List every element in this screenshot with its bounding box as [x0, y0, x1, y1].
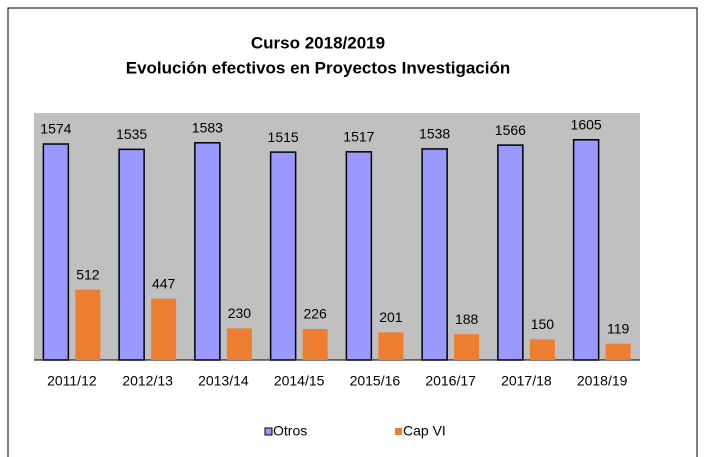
- x-tick-label: 2017/18: [501, 373, 552, 389]
- data-label: 1535: [116, 126, 147, 142]
- data-label: 119: [607, 320, 630, 336]
- legend-label: Cap VI: [403, 423, 446, 439]
- data-label: 226: [303, 306, 327, 322]
- bar: [194, 142, 221, 361]
- data-label: 230: [228, 305, 252, 321]
- bar: [345, 151, 373, 361]
- x-tick-label: 2015/16: [350, 373, 401, 389]
- bar: [302, 328, 328, 360]
- data-label: 512: [76, 266, 100, 282]
- bar: [226, 328, 252, 360]
- bar: [454, 334, 480, 360]
- bar: [421, 148, 448, 361]
- bar: [497, 144, 524, 361]
- bar: [269, 151, 297, 361]
- data-label: 1515: [268, 129, 299, 145]
- data-label: 1517: [343, 129, 374, 145]
- data-label: 150: [531, 316, 555, 332]
- legend-swatch: [264, 427, 273, 436]
- data-label: 447: [152, 275, 176, 291]
- bar: [378, 332, 404, 360]
- x-tick-label: 2011/12: [47, 373, 97, 389]
- x-tick-label: 2014/15: [274, 373, 325, 389]
- chart-title: Curso 2018/2019: [251, 33, 385, 52]
- bar: [75, 289, 101, 360]
- data-label: 1583: [192, 119, 223, 135]
- data-label: 1574: [40, 121, 71, 137]
- data-label: 1566: [495, 122, 526, 138]
- x-tick-label: 2012/13: [122, 373, 173, 389]
- data-label: 201: [379, 309, 403, 325]
- data-label: 188: [455, 311, 479, 327]
- data-label: 1605: [571, 116, 602, 132]
- bar: [42, 143, 70, 361]
- chart-subtitle: Evolución efectivos en Proyectos Investi…: [126, 58, 511, 77]
- bar: [572, 139, 600, 361]
- bar: [151, 298, 177, 360]
- bar: [529, 339, 555, 360]
- legend-swatch: [395, 428, 402, 435]
- x-tick-label: 2018/19: [577, 373, 628, 389]
- bar: [118, 148, 145, 361]
- x-tick-label: 2016/17: [425, 373, 476, 389]
- data-label: 1538: [419, 126, 450, 142]
- bar: [605, 343, 631, 360]
- x-tick-label: 2013/14: [198, 373, 249, 389]
- legend-label: Otros: [273, 423, 307, 439]
